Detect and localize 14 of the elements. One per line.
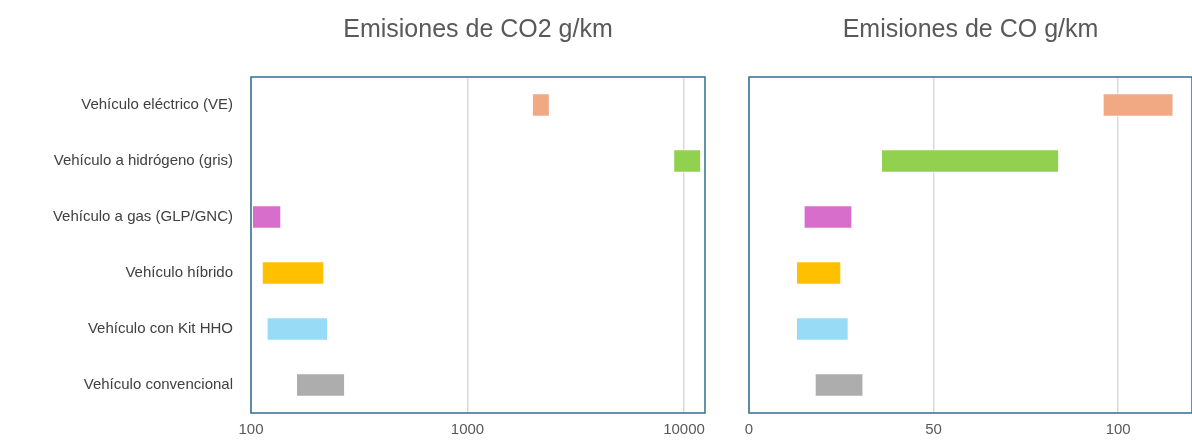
y-tick-label: Vehículo con Kit HHO <box>87 319 233 337</box>
x-tick-label: 1000 <box>450 420 485 438</box>
y-tick-label: Vehículo a hidrógeno (gris) <box>53 151 233 169</box>
x-tick-label: 10000 <box>663 420 705 438</box>
x-tick-label: 100 <box>238 420 264 438</box>
x-tick-label: 50 <box>925 420 942 438</box>
y-tick-label: Vehículo eléctrico (VE) <box>81 95 233 113</box>
chart-title: Emisiones de CO2 g/km <box>343 13 613 42</box>
x-tick-label: 100 <box>1105 420 1131 438</box>
y-tick-label: Vehículo convencional <box>83 375 233 393</box>
chart-title: Emisiones de CO g/km <box>842 13 1099 42</box>
y-tick-label: Vehículo a gas (GLP/GNC) <box>52 207 233 225</box>
y-tick-label: Vehículo híbrido <box>125 263 233 281</box>
x-tick-label: 0 <box>744 420 754 438</box>
